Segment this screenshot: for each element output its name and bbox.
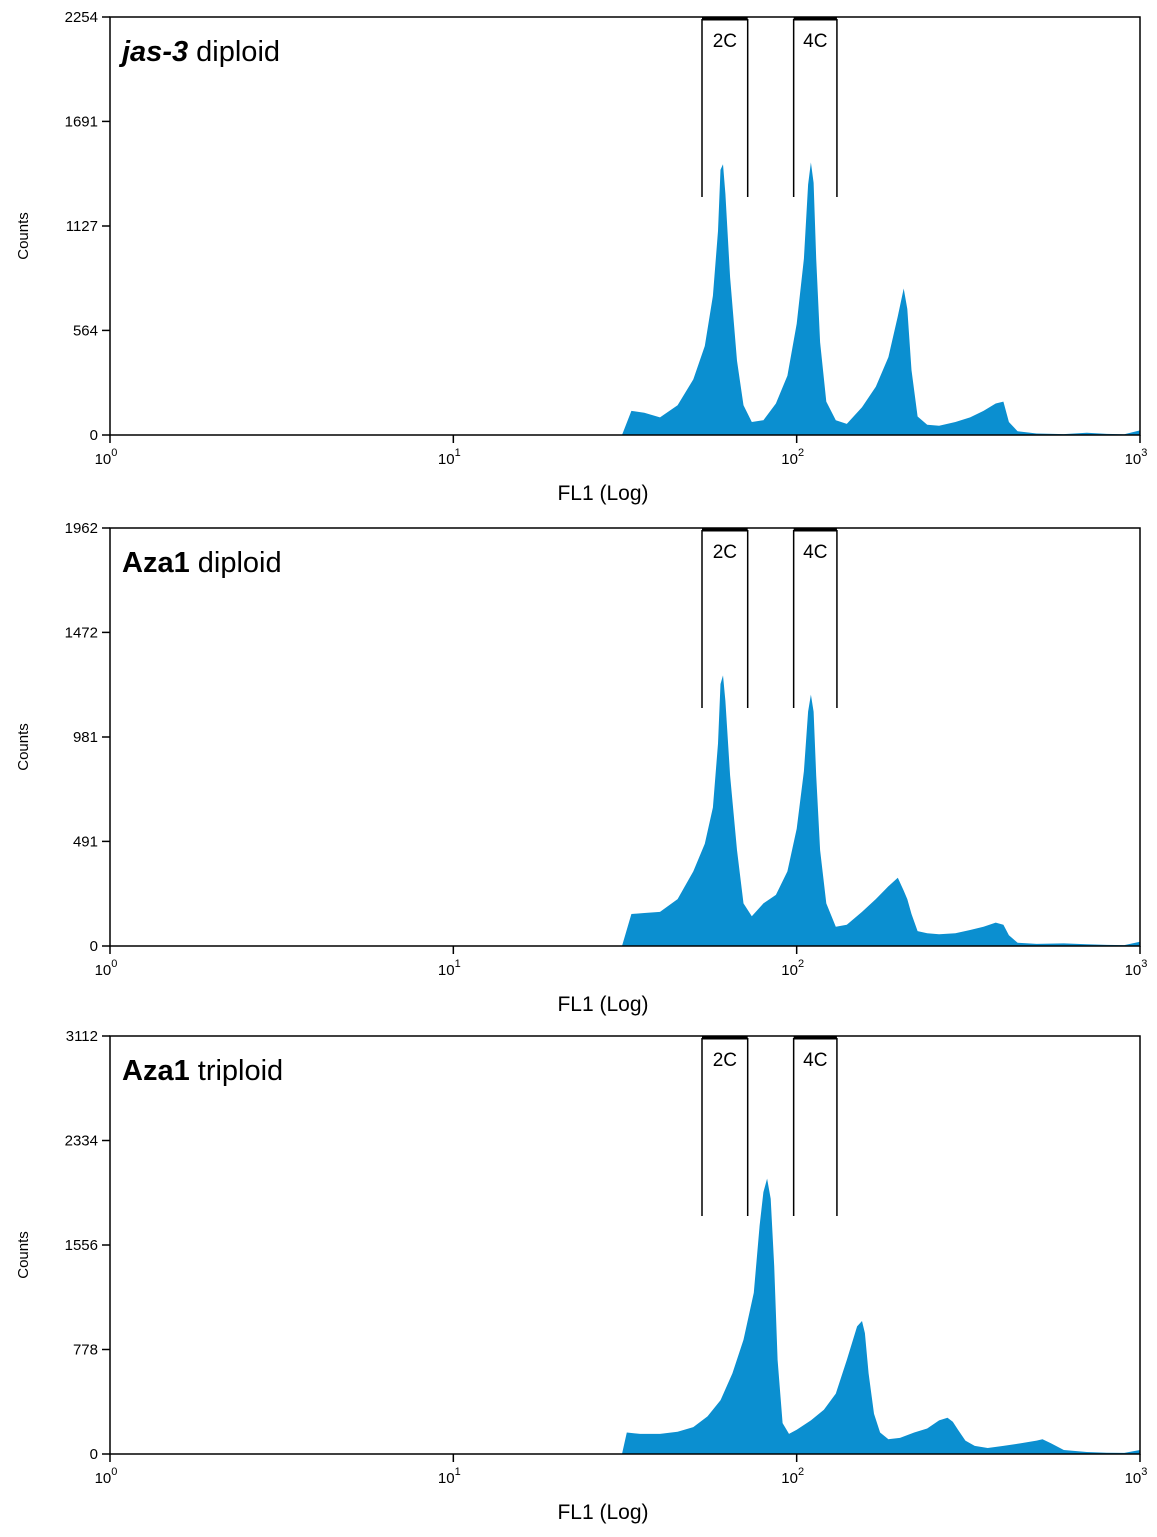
gate-4c: 4C (792, 1036, 838, 1216)
gate-2c: 2C (701, 17, 749, 197)
x-axis-label: FL1 (Log) (557, 482, 648, 505)
x-tick-label: 101 (438, 447, 461, 468)
y-tick-label: 2334 (65, 1133, 98, 1150)
gate-2c: 2C (701, 528, 749, 708)
x-tick-label: 100 (95, 1466, 118, 1487)
x-tick-base: 10 (781, 962, 798, 979)
panel-title: Aza1 triploid (122, 1055, 283, 1087)
x-tick-base: 10 (1125, 1470, 1142, 1487)
x-tick-base: 10 (781, 451, 798, 468)
gate-2c: 2C (701, 1036, 749, 1216)
x-tick-label: 102 (781, 1466, 804, 1487)
x-tick-base: 10 (781, 1470, 798, 1487)
y-axis-label: Counts (15, 723, 32, 771)
gate-label: 4C (803, 31, 827, 52)
histogram-area (622, 675, 1140, 946)
x-tick-exponent: 2 (798, 958, 804, 970)
y-tick-label: 3112 (66, 1028, 98, 1045)
y-tick-label: 0 (90, 427, 98, 444)
x-tick-exponent: 3 (1141, 958, 1147, 970)
gate-label: 4C (803, 1050, 827, 1071)
x-tick-label: 100 (95, 958, 118, 979)
gate-label: 2C (713, 542, 737, 563)
gate-label: 2C (713, 1050, 737, 1071)
x-tick-base: 10 (95, 962, 112, 979)
x-tick-base: 10 (438, 962, 455, 979)
y-tick-label: 0 (90, 1446, 98, 1463)
x-tick-label: 103 (1125, 958, 1148, 979)
x-tick-exponent: 1 (455, 447, 461, 459)
panel-title-ploidy: triploid (190, 1055, 284, 1087)
x-tick-base: 10 (438, 451, 455, 468)
x-tick-base: 10 (438, 1470, 455, 1487)
x-tick-exponent: 0 (111, 958, 117, 970)
x-tick-label: 102 (781, 958, 804, 979)
x-tick-exponent: 1 (455, 958, 461, 970)
x-tick-label: 101 (438, 958, 461, 979)
y-tick-label: 0 (90, 938, 98, 955)
x-axis-label: FL1 (Log) (557, 993, 648, 1016)
plot-frame (109, 16, 1141, 436)
y-axis-label: Counts (15, 1231, 32, 1279)
gate-4c: 4C (792, 17, 838, 197)
x-tick-exponent: 0 (111, 1466, 117, 1478)
panel-title: Aza1 diploid (122, 547, 282, 579)
histogram-area (622, 162, 1140, 435)
y-tick-label: 1962 (65, 520, 98, 537)
y-tick-label: 1691 (65, 113, 98, 130)
gate-label: 2C (713, 31, 737, 52)
y-tick-label: 778 (73, 1342, 98, 1359)
x-tick-base: 10 (95, 1470, 112, 1487)
x-tick-exponent: 1 (455, 1466, 461, 1478)
y-tick-label: 564 (73, 322, 98, 339)
y-tick-label: 1472 (65, 624, 98, 641)
y-tick-label: 491 (73, 833, 98, 850)
x-tick-label: 103 (1125, 1466, 1148, 1487)
x-tick-base: 10 (1125, 451, 1142, 468)
x-tick-base: 10 (95, 451, 112, 468)
y-tick-label: 2254 (65, 9, 98, 26)
x-tick-label: 103 (1125, 447, 1148, 468)
x-tick-exponent: 2 (798, 1466, 804, 1478)
y-tick-label: 1127 (66, 218, 98, 235)
x-tick-label: 100 (95, 447, 118, 468)
x-tick-exponent: 3 (1141, 447, 1147, 459)
x-tick-exponent: 2 (798, 447, 804, 459)
panel-title: jas-3 diploid (118, 36, 280, 68)
panel-title-strain: Aza1 (122, 547, 190, 579)
x-axis-label: FL1 (Log) (557, 1501, 648, 1524)
plot-frame (109, 527, 1141, 947)
y-tick-label: 1556 (65, 1237, 98, 1254)
panel-title-ploidy: diploid (190, 547, 282, 579)
y-tick-label: 981 (73, 729, 98, 746)
y-axis-label: Counts (15, 212, 32, 260)
panel-title-strain: Aza1 (122, 1055, 190, 1087)
histogram-area (622, 1178, 1140, 1454)
x-tick-label: 102 (781, 447, 804, 468)
x-tick-base: 10 (1125, 962, 1142, 979)
x-tick-exponent: 3 (1141, 1466, 1147, 1478)
gate-label: 4C (803, 542, 827, 563)
x-tick-label: 101 (438, 1466, 461, 1487)
x-tick-exponent: 0 (111, 447, 117, 459)
panel-title-ploidy: diploid (188, 36, 280, 68)
panel-title-strain: jas-3 (118, 36, 188, 68)
gate-4c: 4C (792, 528, 838, 708)
plot-frame (109, 1035, 1141, 1455)
